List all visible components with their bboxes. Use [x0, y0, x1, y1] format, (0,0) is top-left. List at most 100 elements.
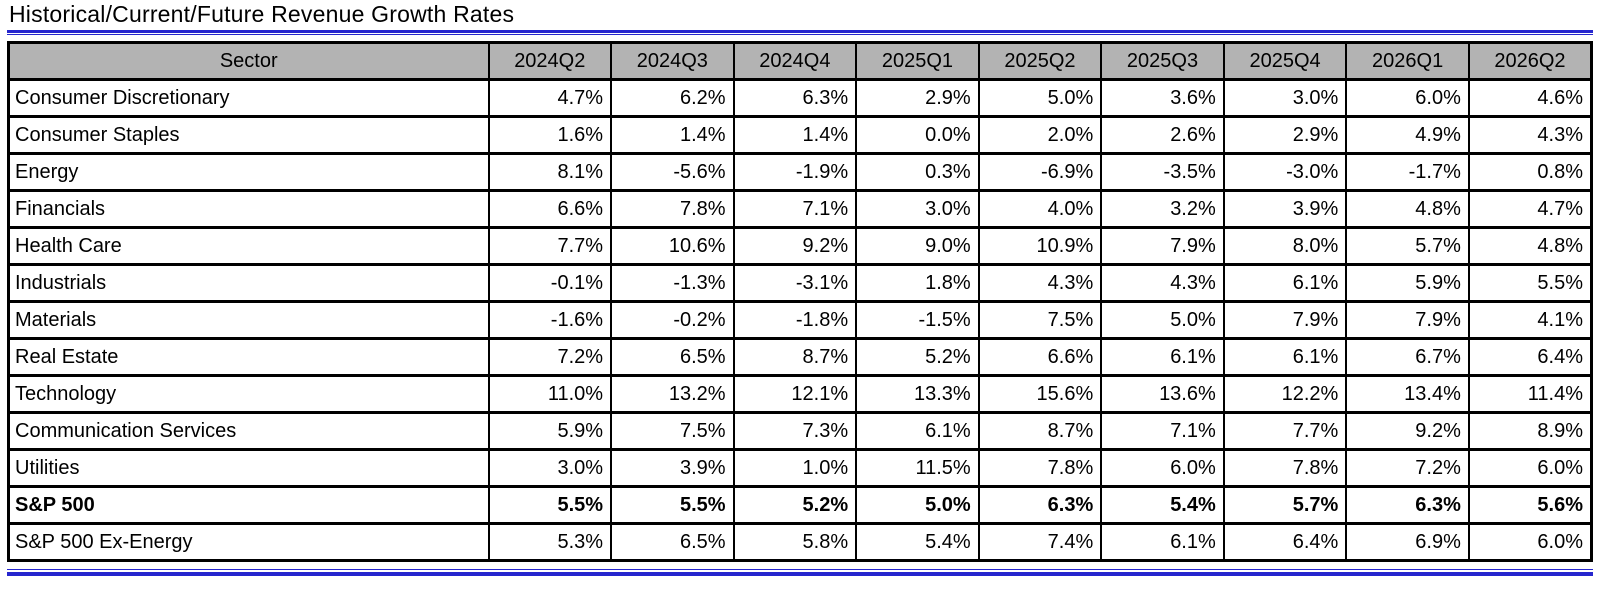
sector-column-header: Sector — [7, 41, 490, 81]
value-cell: 6.5% — [610, 337, 735, 377]
sector-cell: Energy — [7, 152, 490, 192]
value-cell: 6.1% — [855, 411, 980, 451]
sector-cell: Health Care — [7, 226, 490, 266]
value-cell: 8.7% — [732, 337, 858, 377]
value-cell: 6.1% — [1100, 337, 1225, 377]
value-cell: 9.0% — [855, 226, 980, 266]
value-cell: 6.9% — [1345, 522, 1470, 562]
quarter-column-header: 2025Q1 — [855, 41, 980, 81]
value-cell: -0.1% — [487, 263, 613, 303]
value-cell: 5.6% — [1467, 485, 1593, 525]
value-cell: 0.3% — [855, 152, 980, 192]
value-cell: 3.9% — [610, 448, 735, 488]
value-cell: 5.0% — [855, 485, 980, 525]
value-cell: 5.4% — [1100, 485, 1225, 525]
value-cell: 4.3% — [1467, 115, 1593, 155]
value-cell: 9.2% — [1345, 411, 1470, 451]
quarter-column-header: 2025Q2 — [977, 41, 1103, 81]
value-cell: 6.0% — [1345, 78, 1470, 118]
value-cell: 3.0% — [1222, 78, 1348, 118]
table-body: Consumer Discretionary 4.7% 6.2% 6.3% 2.9% 5.… — [7, 78, 1593, 562]
sector-cell: Materials — [7, 300, 490, 340]
value-cell: 11.5% — [855, 448, 980, 488]
quarter-column-header: 2024Q4 — [732, 41, 858, 81]
value-cell: 7.3% — [732, 411, 858, 451]
table-header: Sector 2024Q2 2024Q3 2024Q4 2025Q1 2025Q2 2025… — [7, 41, 1593, 81]
value-cell: 8.9% — [1467, 411, 1593, 451]
value-cell: 13.6% — [1100, 374, 1225, 414]
value-cell: 6.1% — [1222, 337, 1348, 377]
value-cell: -0.2% — [610, 300, 735, 340]
table-row: Consumer Discretionary 4.7% 6.2% 6.3% 2.9% 5.… — [7, 78, 1593, 118]
value-cell: 7.9% — [1100, 226, 1225, 266]
sector-cell: S&P 500 — [7, 485, 490, 525]
value-cell: 7.7% — [487, 226, 613, 266]
value-cell: -5.6% — [610, 152, 735, 192]
value-cell: 5.0% — [977, 78, 1103, 118]
value-cell: -1.8% — [732, 300, 858, 340]
value-cell: 4.7% — [1467, 189, 1593, 229]
value-cell: 7.1% — [732, 189, 858, 229]
value-cell: 4.6% — [1467, 78, 1593, 118]
value-cell: 9.2% — [732, 226, 858, 266]
value-cell: -6.9% — [977, 152, 1103, 192]
value-cell: 6.1% — [1100, 522, 1225, 562]
sector-cell: Utilities — [7, 448, 490, 488]
title-underline-double-rule — [7, 30, 1593, 35]
value-cell: 2.6% — [1100, 115, 1225, 155]
value-cell: 7.8% — [610, 189, 735, 229]
sector-cell: Real Estate — [7, 337, 490, 377]
value-cell: 8.0% — [1222, 226, 1348, 266]
value-cell: 6.7% — [1345, 337, 1470, 377]
value-cell: 13.2% — [610, 374, 735, 414]
value-cell: 6.0% — [1467, 448, 1593, 488]
value-cell: 5.2% — [732, 485, 858, 525]
quarter-column-header: 2024Q3 — [610, 41, 735, 81]
value-cell: 5.0% — [1100, 300, 1225, 340]
value-cell: 5.2% — [855, 337, 980, 377]
value-cell: 2.9% — [855, 78, 980, 118]
value-cell: 5.7% — [1345, 226, 1470, 266]
value-cell: -1.6% — [487, 300, 613, 340]
quarter-column-header: 2026Q1 — [1345, 41, 1470, 81]
value-cell: 5.5% — [610, 485, 735, 525]
value-cell: 6.2% — [610, 78, 735, 118]
value-cell: 7.5% — [977, 300, 1103, 340]
value-cell: 7.8% — [977, 448, 1103, 488]
revenue-growth-table: Sector 2024Q2 2024Q3 2024Q4 2025Q1 2025Q2 2025… — [7, 41, 1593, 562]
value-cell: -3.0% — [1222, 152, 1348, 192]
value-cell: 13.4% — [1345, 374, 1470, 414]
value-cell: -1.3% — [610, 263, 735, 303]
value-cell: 6.3% — [1345, 485, 1470, 525]
value-cell: 7.2% — [1345, 448, 1470, 488]
value-cell: 7.5% — [610, 411, 735, 451]
table-row: S&P 500 5.5% 5.5% 5.2% 5.0% 6.3% 5.4% 5.7% 6.3% 5… — [7, 485, 1593, 525]
value-cell: 15.6% — [977, 374, 1103, 414]
value-cell: 1.6% — [487, 115, 613, 155]
value-cell: 5.9% — [1345, 263, 1470, 303]
value-cell: -1.7% — [1345, 152, 1470, 192]
value-cell: 3.2% — [1100, 189, 1225, 229]
value-cell: 5.7% — [1222, 485, 1348, 525]
quarter-column-header: 2025Q4 — [1222, 41, 1348, 81]
value-cell: 4.0% — [977, 189, 1103, 229]
value-cell: 11.0% — [487, 374, 613, 414]
value-cell: 11.4% — [1467, 374, 1593, 414]
value-cell: 4.8% — [1345, 189, 1470, 229]
table-row: Utilities 3.0% 3.9% 1.0% 11.5% 7.8% 6.0% 7.8% 7.… — [7, 448, 1593, 488]
value-cell: 7.1% — [1100, 411, 1225, 451]
value-cell: 3.9% — [1222, 189, 1348, 229]
value-cell: 7.4% — [977, 522, 1103, 562]
value-cell: 5.5% — [487, 485, 613, 525]
value-cell: 6.6% — [977, 337, 1103, 377]
value-cell: 5.9% — [487, 411, 613, 451]
value-cell: 3.0% — [855, 189, 980, 229]
value-cell: 4.8% — [1467, 226, 1593, 266]
value-cell: 2.9% — [1222, 115, 1348, 155]
value-cell: 8.7% — [977, 411, 1103, 451]
value-cell: 6.1% — [1222, 263, 1348, 303]
page-title: Historical/Current/Future Revenue Growth… — [9, 1, 515, 27]
value-cell: 6.4% — [1222, 522, 1348, 562]
value-cell: 1.4% — [610, 115, 735, 155]
